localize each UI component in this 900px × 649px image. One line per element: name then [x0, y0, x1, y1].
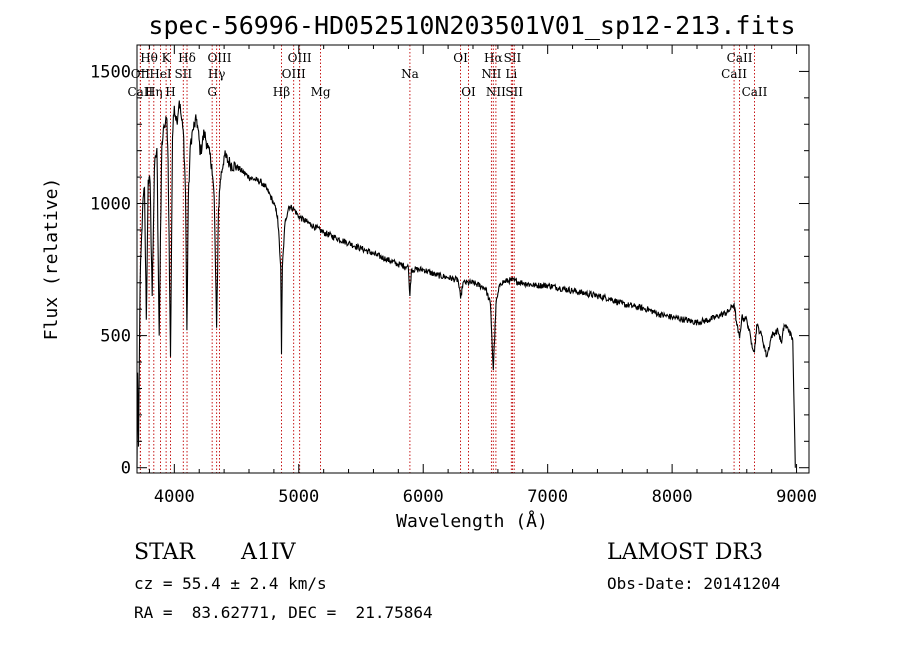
redshift-cz: cz = 55.4 ± 2.4 km/s [134, 574, 327, 593]
spectral-line-label: CaII [727, 51, 753, 65]
spectral-line-label: Mg [311, 85, 331, 99]
x-axis-label: Wavelength (Å) [396, 510, 548, 532]
x-tick-label: 9000 [776, 487, 817, 507]
spectral-line-label: Hδ [178, 51, 196, 65]
plot-frame [136, 44, 810, 474]
y-axis-label: Flux (relative) [41, 178, 62, 341]
spectral-line-label: SII [504, 51, 522, 65]
object-type: STAR [134, 540, 195, 565]
y-tick-label: 500 [100, 327, 131, 347]
spectral-line-label: Li [505, 67, 517, 81]
spectral-line-label: NII [486, 85, 506, 99]
spectral-line-label: Hθ [140, 51, 158, 65]
spectral-line-label: OI [461, 85, 476, 99]
sky-coordinates: RA = 83.62771, DEC = 21.75864 [134, 603, 433, 622]
y-tick-label: 0 [121, 459, 131, 479]
spectral-line-label: SII [174, 67, 192, 81]
spectral-line-label: SII [505, 85, 523, 99]
spectral-line-label: CaII [742, 85, 768, 99]
spectral-line-label: Na [401, 67, 419, 81]
x-tick-label: 6000 [403, 487, 444, 507]
spectral-line-label: K [162, 51, 172, 65]
x-tick-label: 5000 [278, 487, 319, 507]
spectral-line-label: CaII [127, 85, 153, 99]
observation-date: Obs-Date: 20141204 [607, 574, 781, 593]
spectral-line-label: Hγ [208, 67, 226, 81]
x-tick-label: 4000 [154, 487, 195, 507]
spectral-line-label: OIII [207, 51, 231, 65]
y-tick-label: 1000 [90, 195, 131, 215]
spectral-line-label: OIII [288, 51, 312, 65]
survey-name: LAMOST DR3 [607, 540, 763, 565]
spectral-line-label: OI [453, 51, 468, 65]
y-tick-label: 1500 [90, 62, 131, 82]
spectral-line-label: Hη [145, 85, 163, 99]
spectral-line-label: CaII [721, 67, 747, 81]
spectrum-series-line [136, 100, 796, 468]
spectral-line-label: NII [481, 67, 501, 81]
chart-title: spec-56996-HD052510N203501V01_sp12-213.f… [148, 11, 795, 40]
spectral-subclass: A1IV [241, 540, 296, 565]
spectral-line-label: Hβ [273, 85, 290, 99]
spectral-line-label: Hα [484, 51, 503, 65]
spectral-line-label: OIII [282, 67, 306, 81]
spectral-line-label: H [165, 85, 175, 99]
x-tick-label: 8000 [652, 487, 693, 507]
spectral-line-label: HeI [149, 67, 172, 81]
x-tick-label: 7000 [527, 487, 568, 507]
spectral-line-label: G [207, 85, 217, 99]
